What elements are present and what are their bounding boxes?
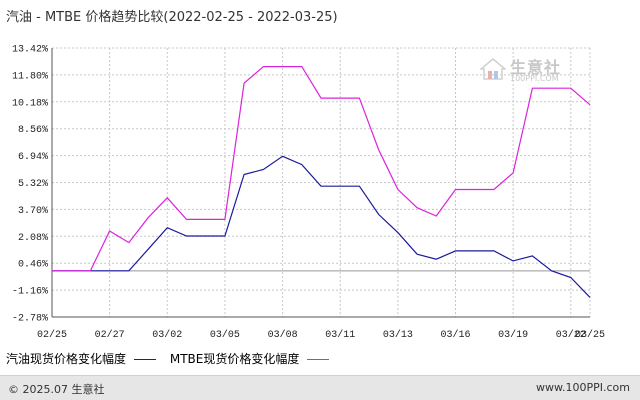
- x-tick-label: 03/19: [498, 329, 528, 341]
- x-tick-label: 03/02: [152, 329, 182, 341]
- x-tick-label: 03/25: [575, 329, 605, 341]
- legend-item-mtbe: MTBE现货价格变化幅度: [170, 350, 330, 367]
- legend-label-mtbe: MTBE现货价格变化幅度: [169, 352, 300, 366]
- watermark-name: 生意社: [510, 58, 562, 77]
- x-tick-label: 02/27: [95, 329, 125, 341]
- legend-item-gasoline: 汽油现货价格变化幅度: [6, 350, 157, 367]
- series-line-gasoline: [52, 155, 591, 298]
- chart-title: 汽油 - MTBE 价格趋势比较(2022-02-25 - 2022-03-25…: [6, 10, 338, 25]
- x-tick-label: 03/11: [325, 329, 355, 341]
- y-tick-label: -1.16%: [12, 287, 48, 298]
- line-chart: 13.42% 11.80% 10.18% 8.56% 6.94% 5.32% 3.70% 2.…: [12, 45, 605, 342]
- y-tick-labels: 13.42% 11.80% 10.18% 8.56% 6.94% 5.32% 3.70% 2.…: [12, 45, 48, 325]
- series-lines: [52, 65, 591, 298]
- y-tick-label: 8.56%: [18, 125, 48, 136]
- legend-label-gasoline: 汽油现货价格变化幅度: [6, 352, 127, 366]
- y-tick-label: 10.18%: [12, 98, 48, 109]
- watermark-domain: 100PPI.COM: [510, 74, 559, 83]
- x-tick-labels: 02/25 02/27 03/02 03/05 03/08 03/11 03/13 03/16…: [37, 329, 605, 341]
- site-link[interactable]: www.100PPI.com: [536, 381, 630, 394]
- house-logo-icon: [480, 58, 506, 80]
- y-tick-label: 11.80%: [12, 71, 48, 82]
- y-tick-label: 6.94%: [18, 152, 48, 163]
- legend-swatch-gasoline: [134, 359, 157, 360]
- legend: 汽油现货价格变化幅度 MTBE现货价格变化幅度: [6, 350, 339, 367]
- y-tick-label: 3.70%: [18, 206, 48, 217]
- watermark-logo: 生意社 100PPI.COM: [480, 54, 580, 88]
- x-tick-label: 03/08: [268, 329, 298, 341]
- series-line-mtbe: [52, 65, 591, 272]
- y-tick-label: 0.46%: [18, 260, 48, 271]
- y-tick-label: 5.32%: [18, 179, 48, 190]
- axes: [51, 48, 590, 318]
- x-tick-label: 03/13: [383, 329, 413, 341]
- x-tick-label: 03/16: [440, 329, 470, 341]
- y-tick-label: -2.78%: [12, 314, 48, 325]
- x-tick-label: 03/05: [210, 329, 240, 341]
- y-tick-label: 13.42%: [12, 45, 48, 56]
- footer-bar: © 2025.07 生意社 www.100PPI.com: [0, 375, 640, 400]
- grid-lines: [51, 47, 591, 318]
- x-tick-label: 02/25: [37, 329, 67, 341]
- x-tick-label: 03/22: [556, 329, 586, 341]
- legend-swatch-mtbe: [307, 359, 330, 360]
- y-tick-label: 2.08%: [18, 233, 48, 244]
- copyright-text: © 2025.07 生意社: [8, 383, 105, 396]
